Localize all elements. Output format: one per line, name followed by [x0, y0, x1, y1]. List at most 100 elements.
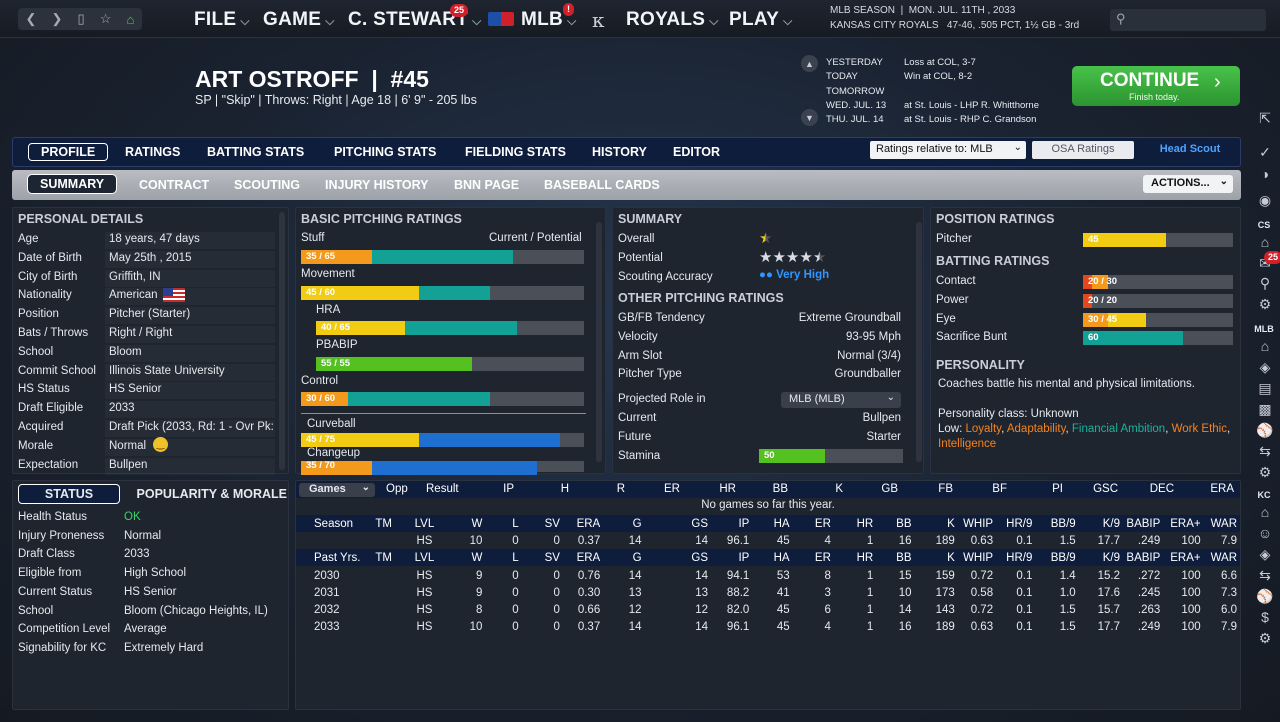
stats-cell: IP — [738, 517, 750, 530]
tab-editor[interactable]: EDITOR — [673, 145, 720, 159]
home-icon[interactable]: ⌂ — [1260, 338, 1270, 354]
actions-button[interactable]: ACTIONS... ⌄ — [1143, 175, 1233, 193]
gear-icon[interactable]: ⚙ — [1258, 464, 1272, 480]
tab-status[interactable]: STATUS — [18, 484, 120, 504]
gear-icon[interactable]: ⚙ — [1258, 296, 1272, 312]
games-col-header: BB — [772, 483, 788, 495]
tab-ratings[interactable]: RATINGS — [125, 145, 181, 159]
menu-play[interactable]: PLAY ⌵ — [729, 9, 793, 30]
tab-history[interactable]: HISTORY — [592, 145, 647, 159]
team-info: KANSAS CITY ROYALS 47-46, .505 PCT, 1½ G… — [830, 20, 1080, 31]
games-col-header: IP — [503, 483, 514, 495]
schedule: YESTERDAY Loss at COL, 3-7 TODAY Win at CO… — [826, 56, 1039, 127]
pin-icon[interactable]: ◉ — [1258, 192, 1272, 208]
menu-mlb[interactable]: MLB ⌵ — [521, 9, 577, 30]
search-icon[interactable]: ⚲ — [1259, 275, 1271, 291]
subtab-contract[interactable]: CONTRACT — [139, 178, 210, 192]
stats-cell: 10 — [898, 586, 912, 599]
baseball-icon[interactable]: ⚾ — [1256, 422, 1274, 438]
tab-pitching-stats[interactable]: PITCHING STATS — [334, 145, 437, 159]
stats-cell: 1.5 — [1059, 534, 1076, 547]
globe-icon[interactable]: ◑ — [1260, 166, 1270, 182]
current-fill — [301, 461, 372, 475]
scrollbar[interactable] — [916, 222, 922, 462]
transfer-icon[interactable]: ⇆ — [1259, 443, 1271, 459]
player-name: ART OSTROFF | #45 — [195, 66, 429, 92]
home-icon[interactable]: ⌂ — [1260, 504, 1270, 520]
subtab-scouting[interactable]: SCOUTING — [234, 178, 300, 192]
home-icon[interactable]: ⌂ — [126, 11, 135, 27]
stats-cell: 143 — [935, 604, 955, 617]
scrollbar[interactable] — [279, 212, 285, 470]
star-icon[interactable]: ☆ — [99, 11, 112, 26]
stats-cell: 2031 — [314, 586, 340, 599]
shield-icon[interactable]: ◈ — [1259, 359, 1271, 375]
shield-icon[interactable]: ◈ — [1259, 546, 1271, 562]
games-col-header: HR — [719, 483, 736, 495]
subtab-baseball-cards[interactable]: BASEBALL CARDS — [544, 178, 660, 192]
continue-button[interactable]: CONTINUE Finish today. › — [1072, 66, 1240, 106]
back-icon[interactable]: ❮ — [25, 11, 37, 26]
news-icon[interactable]: ▤ — [1258, 380, 1272, 396]
stats-cell: 100 — [1181, 534, 1201, 547]
dollar-icon[interactable]: $ — [1261, 609, 1269, 625]
users-icon[interactable]: ☺ — [1257, 525, 1273, 541]
ratings-relative-select[interactable]: Ratings relative to: MLB ⌄ — [870, 141, 1026, 159]
subtab-summary[interactable]: SUMMARY — [27, 174, 118, 194]
gear-icon[interactable]: ⚙ — [1258, 630, 1272, 646]
menu-manager[interactable]: C. STEWART ⌵ — [348, 9, 482, 30]
schedule-down-icon[interactable]: ▼ — [801, 109, 818, 126]
schedule-up-icon[interactable]: ▲ — [801, 55, 818, 72]
schedule-row[interactable]: THU. JUL. 14 at St. Louis - RHP C. Grands… — [826, 114, 1037, 126]
search-input[interactable]: ⚲ — [1110, 9, 1266, 31]
stats-cell: 1 — [866, 534, 874, 547]
projected-role-select[interactable]: MLB (MLB) ⌄ — [781, 392, 901, 408]
other-rating-label: Arm Slot — [618, 349, 663, 362]
phone-icon[interactable]: ▯ — [77, 11, 85, 26]
status-label: Eligible from — [18, 567, 82, 580]
stats-cell: HR/9 — [1006, 517, 1033, 530]
transfer-icon[interactable]: ⇆ — [1259, 567, 1271, 583]
games-col-header: GSC — [1093, 483, 1118, 495]
stats-cell: HA — [773, 517, 790, 530]
current-fill — [301, 392, 349, 406]
head-scout-button[interactable]: Head Scout — [1159, 143, 1221, 155]
tab-fielding-stats[interactable]: FIELDING STATS — [465, 145, 566, 159]
stats-cell: 41 — [776, 586, 790, 599]
stats-cell — [367, 567, 401, 584]
personality-class: Personality class: Unknown — [938, 408, 1079, 420]
subtab-bnn-page[interactable]: BNN PAGE — [454, 178, 520, 192]
stats-cell: 0.76 — [577, 569, 601, 582]
baseball-icon[interactable]: ⚾ — [1256, 588, 1274, 604]
schedule-row[interactable]: TOMORROW — [826, 85, 885, 97]
games-select[interactable]: Games ⌄ — [299, 482, 375, 497]
menu-game[interactable]: GAME ⌵ — [263, 9, 335, 30]
stats-cell: 0 — [512, 534, 519, 547]
schedule-row[interactable]: YESTERDAY Loss at COL, 3-7 — [826, 57, 976, 68]
osa-ratings-button[interactable]: OSA Ratings — [1032, 141, 1134, 159]
expand-icon[interactable]: ⇱ — [1259, 110, 1271, 126]
tab-profile[interactable]: PROFILE — [28, 143, 109, 161]
mail-icon[interactable]: ✉ — [1259, 255, 1271, 271]
schedule-row[interactable]: TODAY Win at COL, 8-2 — [826, 71, 973, 83]
royals-logo-icon: к — [592, 8, 605, 32]
menu-file[interactable]: FILE ⌵ — [194, 9, 250, 30]
home-icon[interactable]: ⌂ — [1260, 234, 1270, 250]
tab-batting-stats[interactable]: BATTING STATS — [207, 145, 305, 159]
checkmark-icon[interactable]: ✓ — [1259, 144, 1271, 160]
stats-header-row: Past Yrs. TM LVL W L SV ERA G GS IP HA ER HR BB K WHIP H… — [296, 550, 1240, 567]
forward-icon[interactable]: ❯ — [51, 11, 63, 26]
schedule-row[interactable]: WED. JUL. 13 at St. Louis - LHP R. Whitth… — [826, 99, 1039, 111]
stats-cell: WHIP — [963, 552, 994, 565]
games-col-header: H — [560, 483, 569, 495]
personality-trait: Intelligence — [938, 438, 997, 450]
tab-popularity-morale[interactable]: POPULARITY & MORALE — [136, 487, 287, 501]
table-row: HS 10 0 0 0.37 14 14 96.1 45 4 1 16 189 0.63 0.1 1.5 17.… — [296, 532, 1240, 549]
status-label: Health Status — [18, 511, 88, 523]
status-value: OK — [124, 511, 141, 523]
scrollbar[interactable] — [596, 222, 602, 462]
menu-royals[interactable]: ROYALS ⌵ — [626, 9, 719, 30]
subtab-injury-history[interactable]: INJURY HISTORY — [325, 178, 429, 192]
stats-cell: 0.63 — [970, 621, 994, 634]
chart-icon[interactable]: ▩ — [1258, 401, 1272, 417]
